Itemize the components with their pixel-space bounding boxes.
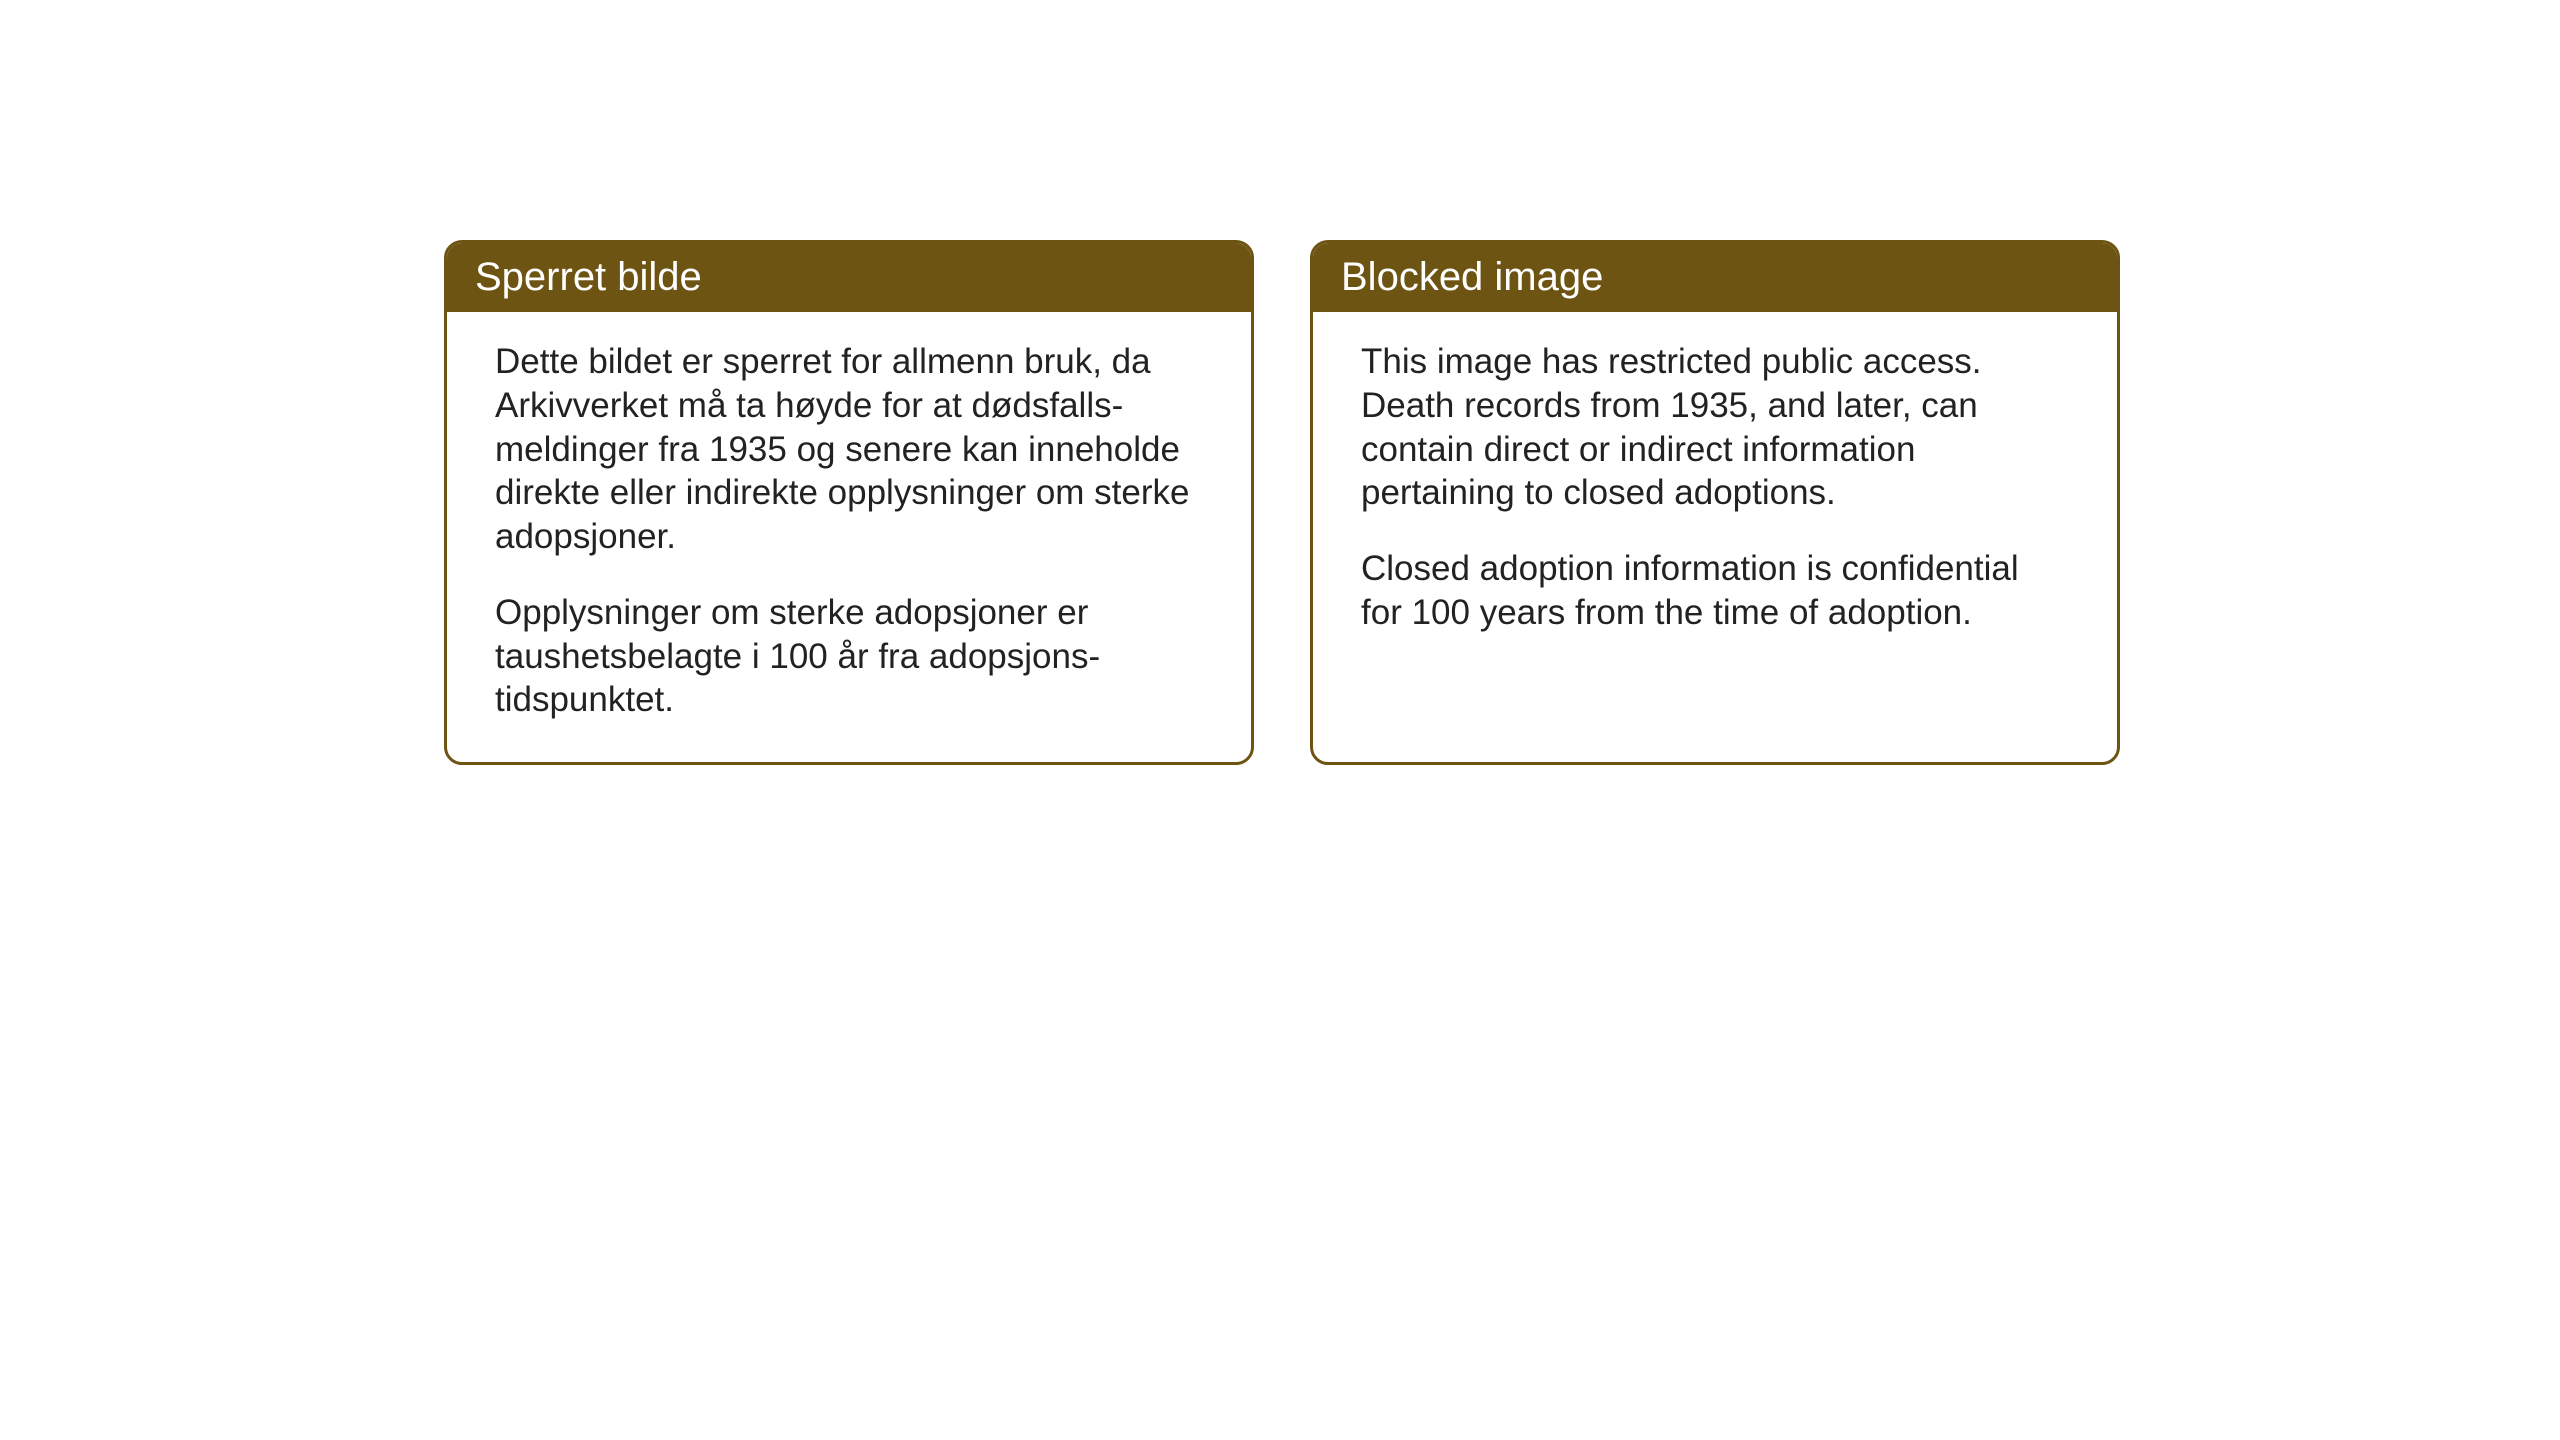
card-paragraph: Closed adoption information is confident… — [1361, 547, 2069, 635]
card-header-english: Blocked image — [1313, 243, 2117, 312]
card-paragraph: This image has restricted public access.… — [1361, 340, 2069, 515]
card-title-norwegian: Sperret bilde — [475, 255, 702, 299]
card-body-norwegian: Dette bildet er sperret for allmenn bruk… — [447, 312, 1251, 762]
card-header-norwegian: Sperret bilde — [447, 243, 1251, 312]
notice-card-english: Blocked image This image has restricted … — [1310, 240, 2120, 765]
notice-card-norwegian: Sperret bilde Dette bildet er sperret fo… — [444, 240, 1254, 765]
card-paragraph: Opplysninger om sterke adopsjoner er tau… — [495, 591, 1203, 722]
card-body-english: This image has restricted public access.… — [1313, 312, 2117, 675]
card-title-english: Blocked image — [1341, 255, 1603, 299]
card-paragraph: Dette bildet er sperret for allmenn bruk… — [495, 340, 1203, 559]
notice-container: Sperret bilde Dette bildet er sperret fo… — [444, 240, 2120, 765]
